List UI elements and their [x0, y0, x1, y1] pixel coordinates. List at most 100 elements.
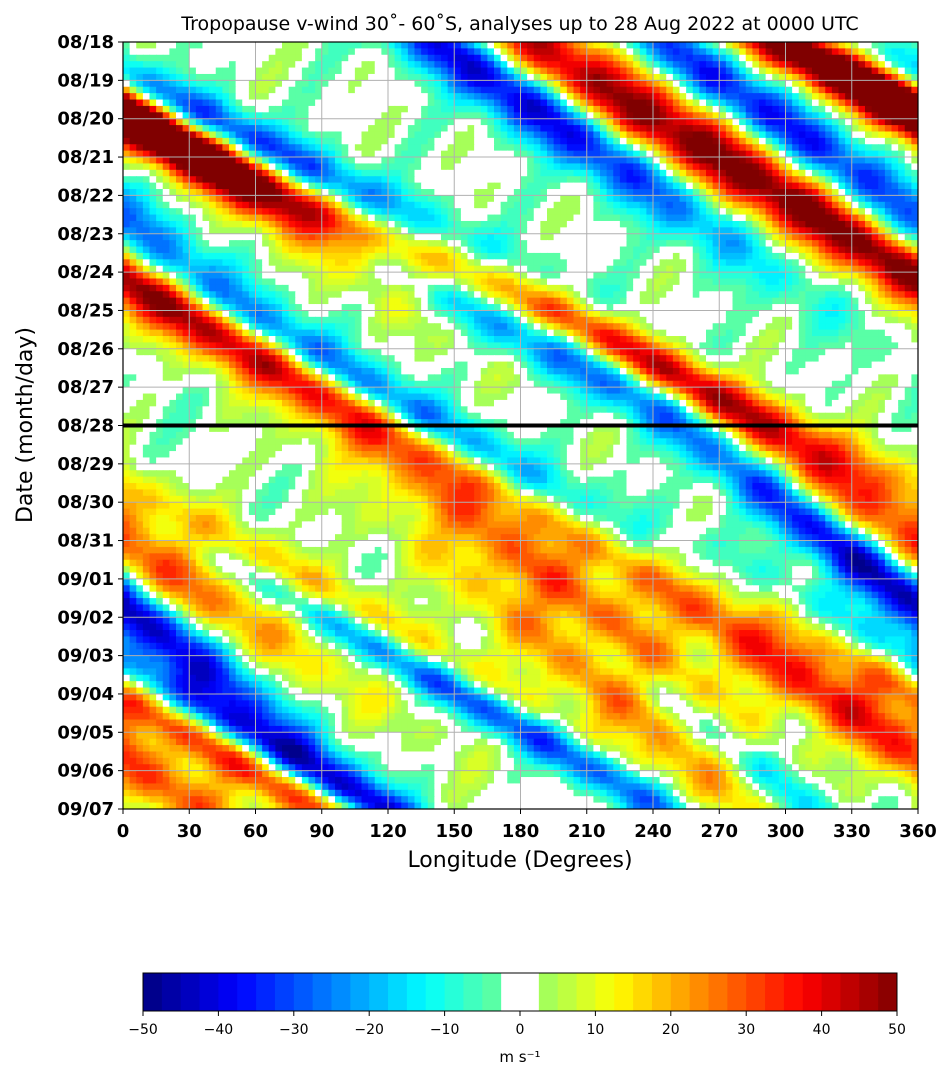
heatmap-cell: [739, 182, 747, 190]
heatmap-cell: [427, 42, 435, 49]
heatmap-cell: [209, 144, 217, 152]
heatmap-cell: [149, 227, 157, 235]
heatmap-cell: [785, 169, 793, 177]
heatmap-cell: [202, 99, 210, 107]
heatmap-cell: [321, 42, 329, 49]
heatmap-cell: [308, 169, 316, 177]
heatmap-cell: [653, 137, 661, 145]
heatmap-cell: [255, 233, 263, 241]
heatmap-cell: [765, 297, 773, 305]
heatmap-cell: [268, 99, 276, 107]
heatmap-cell: [222, 220, 230, 228]
heatmap-cell: [407, 93, 416, 101]
heatmap-cell: [288, 304, 296, 312]
heatmap-cell: [851, 176, 859, 184]
heatmap-cell: [474, 259, 482, 267]
heatmap-cell: [414, 118, 422, 126]
heatmap-cell: [699, 112, 707, 120]
heatmap-cell: [785, 182, 793, 190]
heatmap-cell: [613, 48, 621, 56]
heatmap-cell: [335, 272, 343, 280]
heatmap-cell: [566, 131, 575, 139]
heatmap-cell: [686, 150, 694, 158]
heatmap-cell: [255, 291, 263, 299]
heatmap-cell: [845, 284, 853, 292]
heatmap-cell: [427, 150, 435, 158]
heatmap-cell: [619, 137, 628, 145]
heatmap-cell: [865, 67, 873, 75]
heatmap-cell: [679, 227, 687, 235]
heatmap-cell: [447, 265, 455, 273]
heatmap-cell: [301, 201, 310, 209]
heatmap-cell: [202, 272, 210, 280]
heatmap-cell: [825, 220, 833, 228]
heatmap-cell: [606, 125, 614, 133]
heatmap-cell: [156, 201, 164, 209]
heatmap-cell: [156, 246, 164, 254]
heatmap-cell: [759, 105, 767, 113]
heatmap-cell: [725, 131, 734, 139]
heatmap-cell: [626, 176, 634, 184]
heatmap-cell: [540, 80, 548, 88]
heatmap-cell: [752, 54, 760, 62]
heatmap-cell: [487, 144, 495, 152]
heatmap-cell: [533, 176, 541, 184]
heatmap-cell: [679, 208, 687, 216]
heatmap-cell: [845, 246, 853, 254]
heatmap-cell: [209, 157, 217, 165]
heatmap-cell: [129, 272, 137, 280]
heatmap-cell: [646, 67, 654, 75]
heatmap-cell: [129, 42, 137, 49]
heatmap-cell: [255, 272, 263, 280]
heatmap-cell: [136, 297, 144, 305]
heatmap-cell: [619, 182, 628, 190]
heatmap-cell: [494, 259, 502, 267]
heatmap-cell: [739, 259, 747, 267]
heatmap-cell: [792, 67, 800, 75]
heatmap-cell: [507, 291, 515, 299]
heatmap-cell: [646, 252, 654, 260]
heatmap-cell: [368, 125, 376, 133]
heatmap-cell: [547, 220, 555, 228]
heatmap-cell: [169, 137, 177, 145]
heatmap-cell: [156, 67, 164, 75]
heatmap-cell: [222, 80, 230, 88]
heatmap-cell: [732, 42, 740, 49]
heatmap-cell: [533, 233, 541, 241]
heatmap-cell: [242, 176, 250, 184]
heatmap-cell: [401, 176, 409, 184]
heatmap-cell: [441, 112, 449, 120]
heatmap-cell: [268, 252, 276, 260]
heatmap-cell: [434, 297, 442, 305]
heatmap-cell: [765, 189, 773, 196]
heatmap-cell: [613, 240, 621, 248]
heatmap-cell: [679, 259, 687, 267]
heatmap-cell: [142, 195, 151, 203]
heatmap-cell: [878, 61, 886, 69]
heatmap-cell: [282, 240, 290, 248]
heatmap-cell: [321, 259, 329, 267]
heatmap-cell: [765, 259, 773, 267]
heatmap-cell: [586, 265, 594, 273]
heatmap-cell: [712, 99, 720, 107]
heatmap-cell: [805, 208, 813, 216]
heatmap-cell: [335, 163, 343, 171]
heatmap-cell: [699, 131, 707, 139]
heatmap-cell: [633, 195, 641, 203]
heatmap-cell: [580, 214, 588, 222]
heatmap-cell: [156, 265, 164, 273]
heatmap-cell: [719, 265, 727, 273]
heatmap-cell: [335, 284, 343, 292]
heatmap-cell: [169, 118, 177, 126]
heatmap-cell: [176, 144, 184, 152]
heatmap-cell: [321, 99, 329, 107]
heatmap-cell: [388, 284, 396, 292]
heatmap-cell: [215, 297, 223, 305]
heatmap-cell: [129, 214, 137, 222]
heatmap-cell: [871, 246, 879, 254]
heatmap-cell: [189, 42, 197, 49]
heatmap-cell: [858, 291, 866, 299]
heatmap-cell: [262, 176, 270, 184]
heatmap-cell: [513, 105, 522, 113]
heatmap-cell: [765, 176, 773, 184]
